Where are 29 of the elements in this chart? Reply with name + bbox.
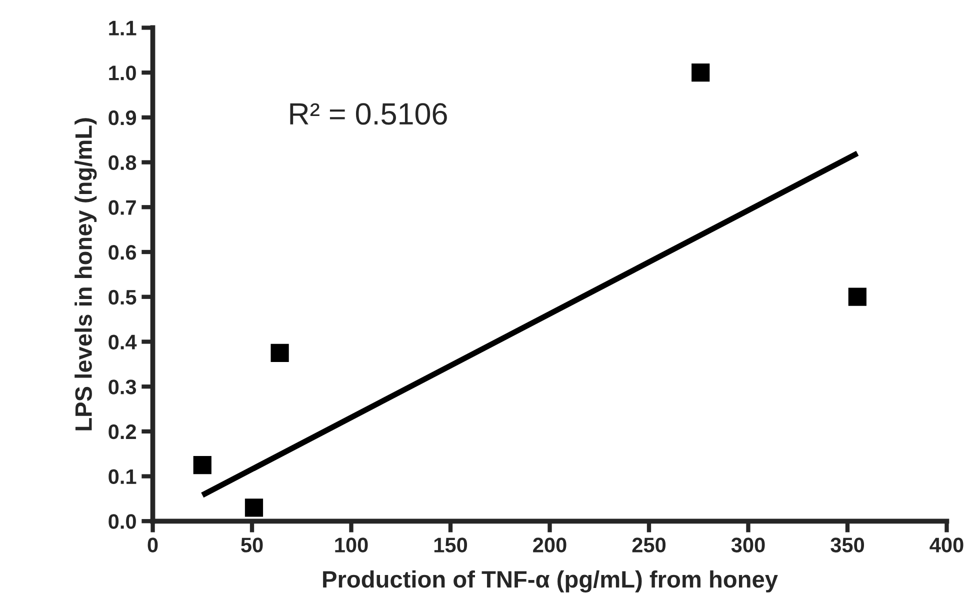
- y-tick-label: 0.7: [108, 200, 136, 215]
- y-tick-label: 0.5: [108, 290, 136, 305]
- x-tick-label: 250: [632, 538, 666, 552]
- x-tick-label: 200: [533, 538, 566, 552]
- y-tick-label: 0.4: [108, 334, 137, 350]
- point: [244, 498, 264, 517]
- y-tick-label: 0.9: [108, 110, 136, 126]
- point: [270, 344, 289, 362]
- y-tick-label: 0.0: [108, 514, 136, 529]
- x-tick-label: 50: [241, 538, 263, 552]
- point: [692, 64, 710, 82]
- x-tick-label: 350: [830, 538, 864, 552]
- point: [193, 456, 212, 474]
- y-tick-label: 0.1: [108, 469, 136, 484]
- x-tick-label: 150: [434, 538, 468, 552]
- x-tick-label: 100: [335, 538, 368, 552]
- y-tick-label: 0.2: [108, 424, 136, 440]
- annotation: R² = 0.5106: [290, 103, 447, 125]
- y-tick-label: 1.0: [109, 66, 136, 80]
- y-axis-title: LPS levels in honey (ng/mL): [74, 118, 97, 430]
- x-tick-label: 0: [148, 538, 158, 552]
- x-axis-title: Production of TNF-α (pg/mL) from honey: [323, 570, 778, 593]
- x-tick-label: 300: [731, 538, 765, 552]
- point: [848, 288, 866, 306]
- y-tick-label: 0.6: [108, 245, 136, 260]
- y-tick-label: 1.1: [109, 20, 136, 36]
- y-tick-label: 0.3: [108, 380, 136, 394]
- x-tick-label: 400: [930, 538, 964, 552]
- y-tick-label: 0.8: [108, 155, 136, 170]
